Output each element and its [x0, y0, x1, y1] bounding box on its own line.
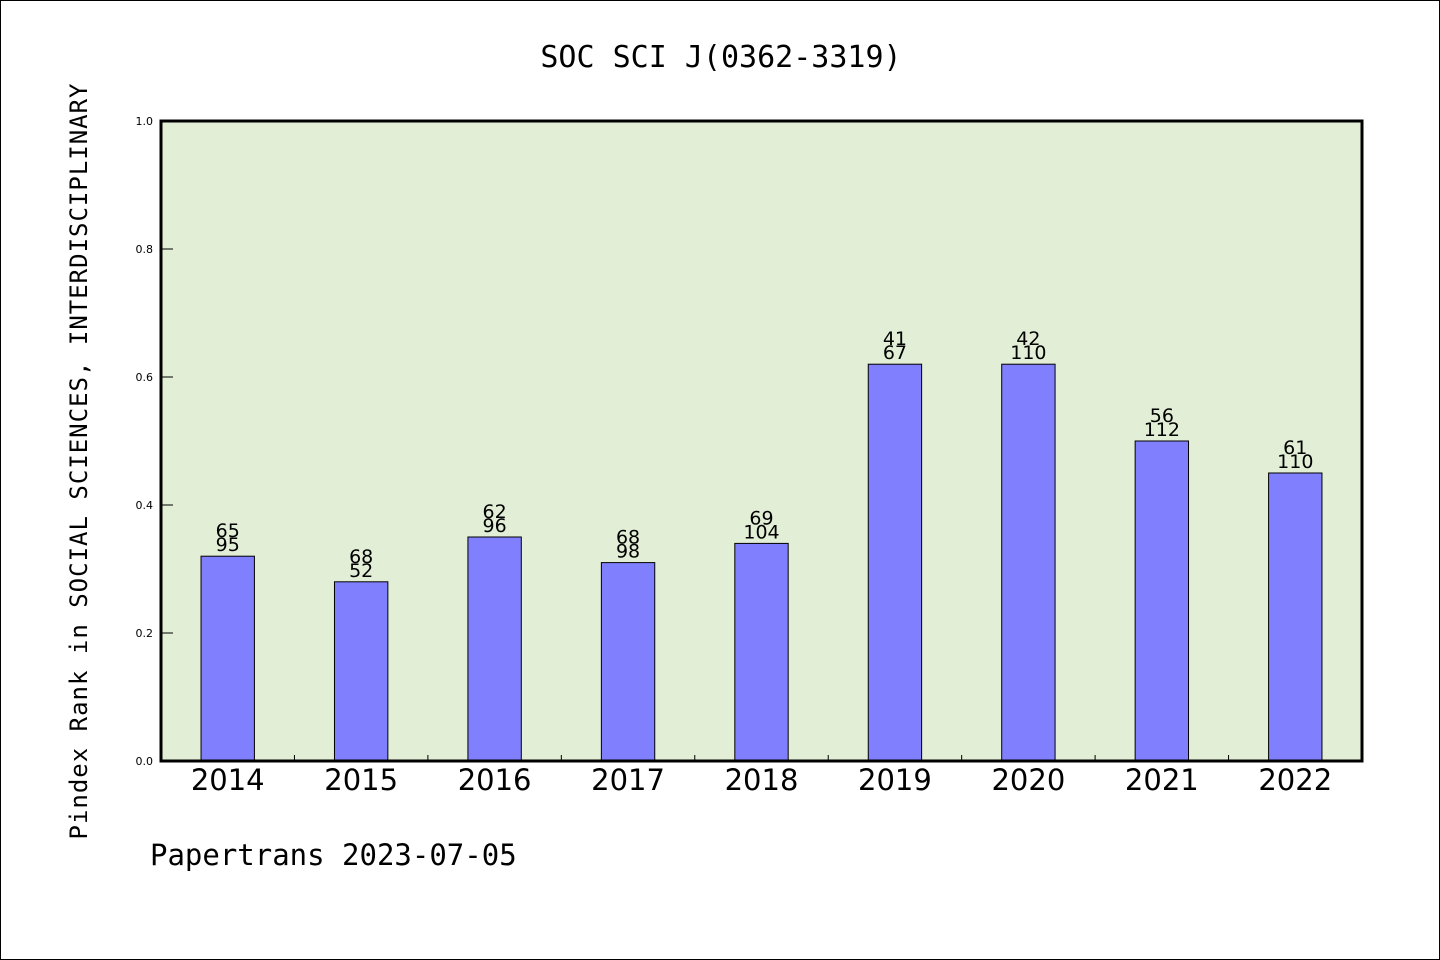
x-tick-label: 2014 — [191, 763, 265, 797]
rank-label: 42 — [1016, 328, 1040, 350]
y-axis-label: Pindex Rank in SOCIAL SCIENCES, INTERDIS… — [65, 82, 93, 839]
y-tick-label: 0.2 — [136, 627, 154, 640]
total-label: 112 — [1144, 419, 1180, 441]
x-tick-label: 2016 — [458, 763, 532, 797]
total-label: 67 — [883, 342, 907, 364]
bar — [467, 536, 522, 762]
rank-label: 41 — [883, 328, 907, 350]
total-label: 96 — [483, 515, 507, 537]
x-tick-label: 2015 — [324, 763, 398, 797]
x-tick-label: 2017 — [591, 763, 665, 797]
bar — [200, 555, 255, 762]
y-tick-label: 0.8 — [136, 243, 154, 256]
bar — [867, 363, 923, 762]
x-tick-label: 2018 — [725, 763, 799, 797]
rank-label: 68 — [616, 527, 640, 549]
footer-watermark: Papertrans 2023-07-05 — [150, 838, 517, 872]
rank-label: 56 — [1150, 405, 1174, 427]
bars-group — [200, 363, 1323, 762]
total-label: 95 — [216, 534, 240, 556]
total-label: 98 — [616, 541, 640, 563]
bar — [333, 581, 389, 762]
x-tick-label: 2019 — [858, 763, 932, 797]
x-tick-label: 2022 — [1258, 763, 1332, 797]
y-tick-label: 0.4 — [136, 499, 154, 512]
chart-title: SOC SCI J(0362-3319) — [540, 40, 901, 75]
rank-label: 61 — [1283, 437, 1307, 459]
plot-border — [159, 119, 1364, 763]
rank-label: 69 — [749, 507, 773, 529]
rank-label: 62 — [483, 501, 507, 523]
x-tick-label: 2020 — [991, 763, 1065, 797]
bar — [1268, 472, 1323, 762]
y-tick-label: 0.0 — [136, 755, 154, 768]
x-tick-label: 2021 — [1125, 763, 1199, 797]
total-label: 104 — [743, 521, 779, 543]
bar — [600, 562, 656, 762]
rank-label: 68 — [349, 546, 373, 568]
bar — [1001, 363, 1056, 762]
total-label: 110 — [1277, 451, 1313, 473]
y-axis-ticks: 0.0 0.2 0.4 0.6 0.8 1.0 — [136, 115, 173, 768]
rank-label: 65 — [216, 520, 240, 542]
total-label: 110 — [1010, 342, 1046, 364]
x-axis-ticks: 2014 2015 2016 2017 2018 2019 2020 2021 2022 — [191, 755, 1332, 797]
bar — [734, 542, 789, 762]
bar — [1134, 440, 1190, 762]
y-tick-label: 1.0 — [136, 115, 154, 128]
total-label: 52 — [349, 560, 373, 582]
y-tick-label: 0.6 — [136, 371, 154, 384]
